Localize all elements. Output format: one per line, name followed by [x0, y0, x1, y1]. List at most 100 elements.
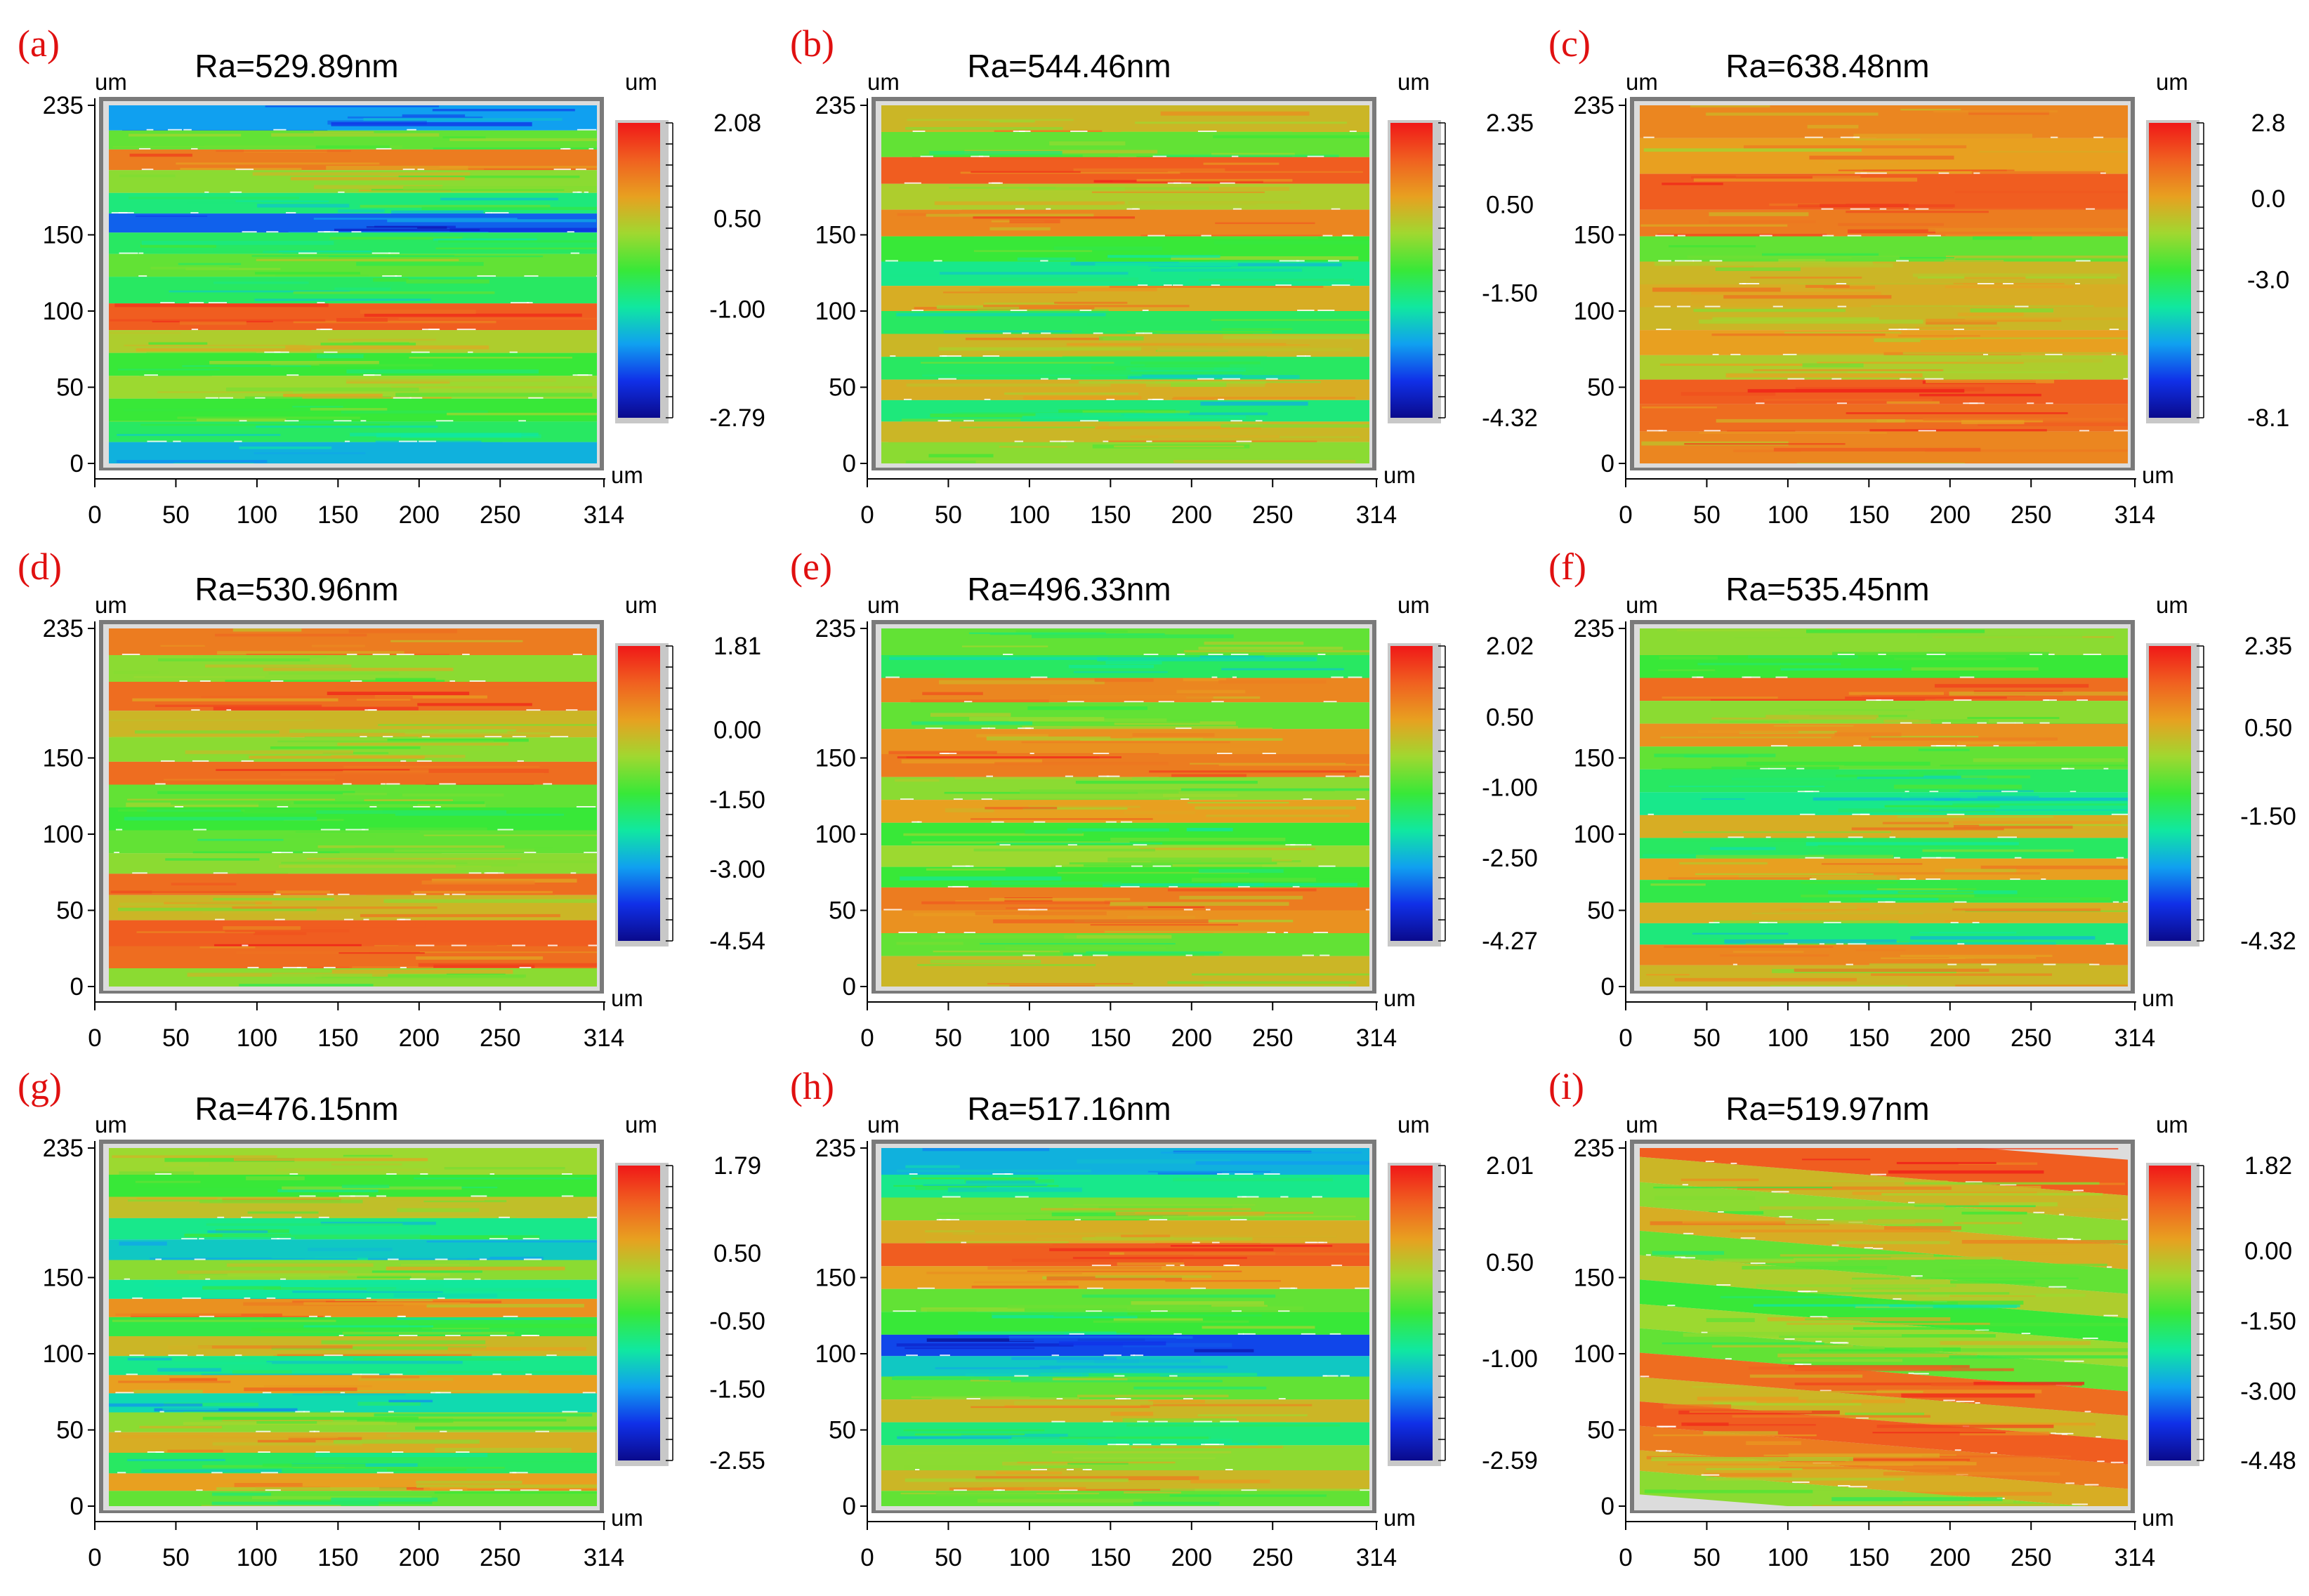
surface-streak: [343, 765, 540, 768]
surface-speck: [277, 1238, 291, 1240]
surface-streak: [1676, 1487, 1861, 1491]
surface-streak: [1080, 738, 1283, 741]
surface-streak: [126, 803, 259, 807]
surface-speck: [2122, 901, 2128, 903]
surface-streak: [1949, 956, 2037, 959]
y-unit-label: um: [867, 1112, 900, 1137]
surface-streak: [1861, 694, 2025, 697]
surface-speck: [1674, 1256, 1685, 1258]
surface-streak: [115, 1313, 242, 1317]
surface-streak: [1081, 1236, 1253, 1241]
x-tick-label: 150: [317, 501, 358, 529]
y-tick-label: 100: [1574, 821, 1614, 848]
surface-streak: [1073, 1203, 1256, 1206]
surface-speck: [1873, 1248, 1883, 1250]
surface-speck: [182, 1297, 202, 1299]
surface-streak: [169, 1378, 218, 1381]
surface-speck: [1921, 857, 1942, 859]
surface-streak: [1124, 811, 1196, 815]
surface-streak: [329, 237, 463, 240]
surface-streak: [1027, 706, 1147, 711]
x-tick-label: 150: [1090, 1024, 1131, 1052]
surface-streak: [136, 348, 312, 352]
surface-streak: [987, 1266, 1162, 1270]
surface-speck: [2111, 353, 2117, 355]
surface-speck: [2096, 1436, 2101, 1438]
colorbar-tick-label: 1.79: [713, 1152, 761, 1180]
surface-speck: [1136, 332, 1144, 334]
surface-speck: [2039, 722, 2050, 724]
surface-speck: [1030, 676, 1048, 678]
surface-streak: [992, 1315, 1138, 1319]
surface-streak: [160, 645, 205, 647]
surface-streak: [906, 1452, 1025, 1454]
surface-streak: [164, 779, 335, 781]
surface-speck: [129, 1354, 145, 1357]
surface-speck: [1031, 1469, 1048, 1470]
surface-speck: [1138, 284, 1148, 286]
surface-streak: [1826, 628, 1963, 629]
surface-speck: [596, 275, 597, 277]
surface-streak: [905, 126, 1063, 130]
surface-streak: [1081, 1373, 1160, 1377]
y-tick-label: 50: [829, 897, 856, 924]
x-tick-label: 0: [1619, 1024, 1632, 1052]
surface-speck: [1025, 727, 1032, 730]
surface-speck: [981, 727, 990, 730]
surface-streak: [1776, 374, 1855, 376]
surface-streak: [973, 848, 1156, 852]
surface-streak: [996, 1472, 1063, 1475]
surface-streak: [316, 354, 364, 359]
surface-streak: [1097, 657, 1317, 661]
surface-speck: [119, 252, 138, 254]
surface-speck: [390, 1373, 403, 1376]
surface-streak: [1644, 1489, 1813, 1493]
surface-streak: [1756, 1284, 1956, 1288]
surface-streak: [980, 943, 1176, 945]
surface-speck: [941, 753, 949, 755]
surface-streak: [1073, 671, 1168, 673]
surface-speck: [1169, 885, 1178, 888]
surface-streak: [1113, 1318, 1203, 1321]
surface-streak: [1130, 435, 1280, 438]
surface-streak: [336, 317, 388, 322]
surface-streak: [989, 633, 1165, 635]
surface-speck: [1033, 821, 1046, 823]
y-tick-label: 50: [56, 897, 84, 924]
surface-speck: [1285, 844, 1296, 846]
surface-speck: [570, 252, 580, 254]
surface-speck: [1760, 767, 1770, 770]
surface-speck: [2048, 653, 2055, 655]
surface-streak: [1945, 255, 2128, 260]
surface-speck: [1169, 1375, 1178, 1377]
surface-speck: [183, 128, 192, 131]
surface-speck: [132, 872, 147, 874]
surface-speck: [444, 893, 450, 895]
surface-speck: [138, 275, 147, 277]
surface-speck: [1220, 182, 1235, 184]
colorbar-unit-label: um: [1397, 592, 1430, 618]
surface-streak: [1720, 1295, 1853, 1298]
surface-streak: [254, 298, 431, 301]
surface-streak: [1140, 235, 1322, 237]
surface-streak: [1197, 332, 1253, 335]
surface-speck: [965, 865, 974, 867]
surface-streak: [1077, 1159, 1231, 1164]
surface-speck: [2097, 1460, 2105, 1463]
y-unit-label: um: [95, 1112, 127, 1137]
surface-streak: [127, 1458, 225, 1461]
y-unit-label: um: [1626, 592, 1658, 618]
surface-speck: [440, 1430, 447, 1432]
surface-streak: [1967, 717, 2060, 720]
surface-streak: [1098, 1206, 1232, 1209]
surface-speck: [1265, 378, 1278, 380]
surface-speck: [2123, 378, 2128, 380]
surface-speck: [1983, 353, 1988, 355]
surface-speck: [1950, 921, 1959, 923]
surface-speck: [455, 1451, 470, 1453]
surface-speck: [462, 653, 470, 655]
surface-streak: [1022, 416, 1246, 419]
surface-speck: [1809, 878, 1817, 881]
surface-speck: [1237, 1333, 1244, 1335]
surface-speck: [205, 397, 219, 399]
